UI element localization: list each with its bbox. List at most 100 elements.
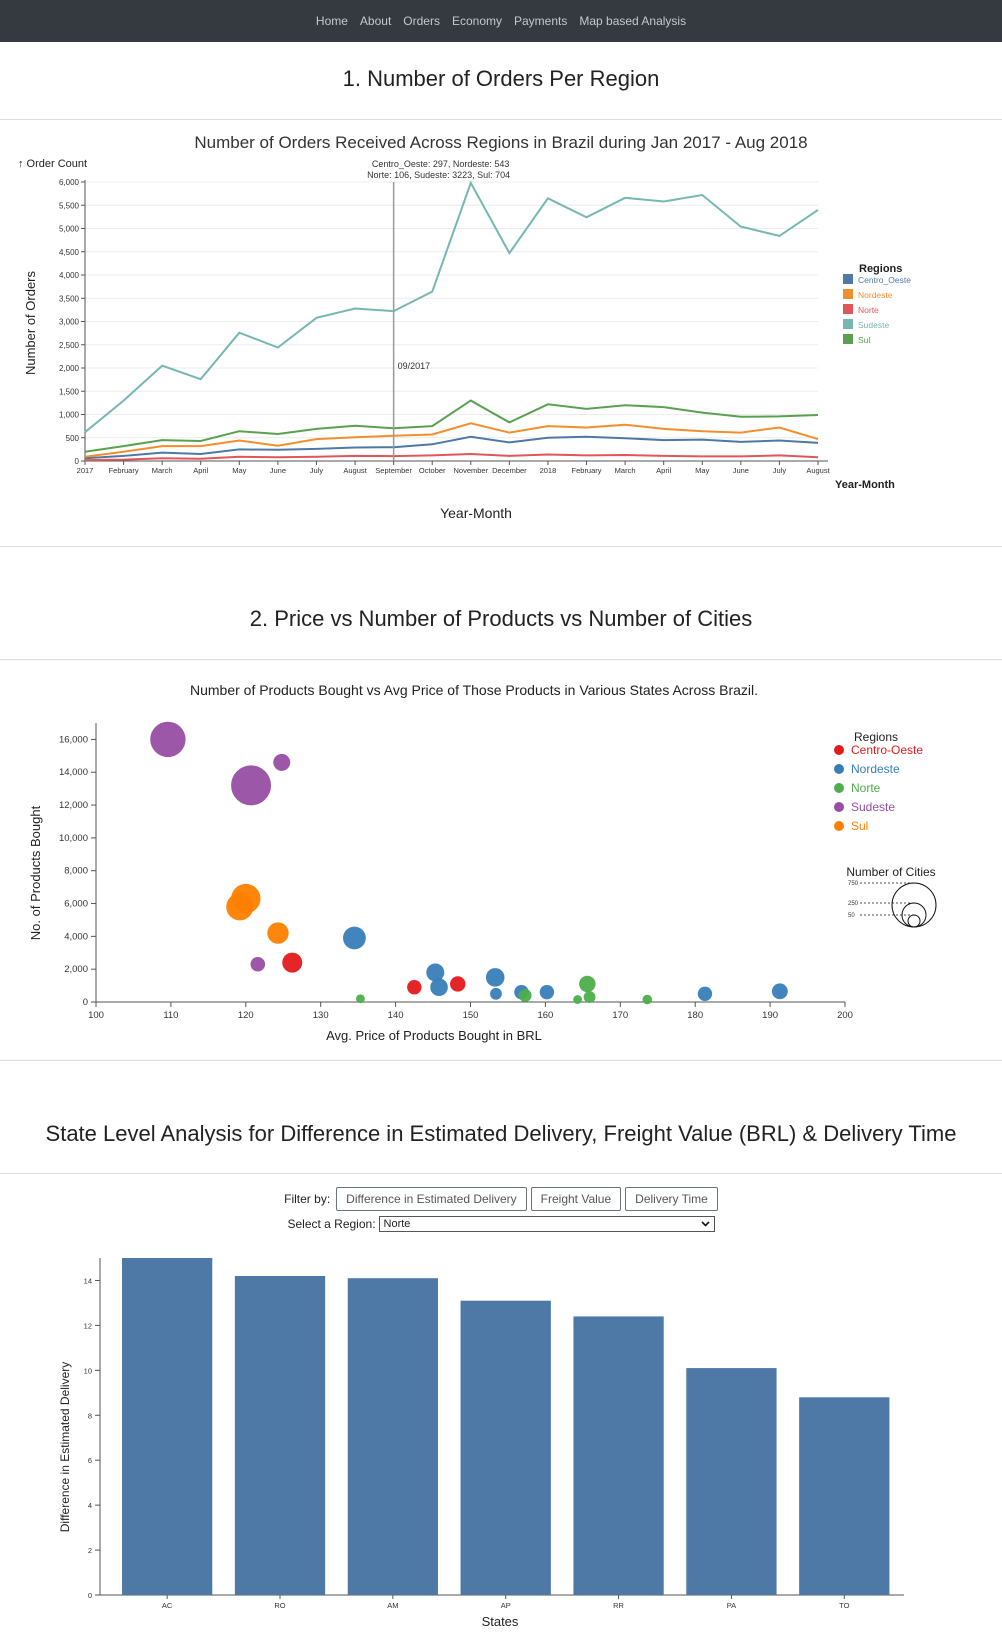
bubble-sudeste	[250, 956, 266, 972]
divider	[0, 119, 1002, 120]
bubble-sudeste	[150, 721, 186, 758]
x-tick-label: July	[773, 466, 787, 475]
filter-estimated-delivery-button[interactable]: Difference in Estimated Delivery	[336, 1187, 527, 1211]
divider	[0, 1060, 1002, 1061]
orders-line-chart: Number of Orders Received Across Regions…	[18, 133, 911, 521]
y-tick-label: 3,500	[59, 294, 80, 303]
series-line-sul	[84, 399, 819, 453]
bar-to	[799, 1397, 890, 1595]
legend-label: Norte	[851, 781, 881, 795]
x-tick-label: April	[656, 466, 671, 475]
bubbles	[150, 721, 788, 1005]
y-tick-label: 6	[88, 1456, 92, 1465]
bubble-centro-oeste	[407, 980, 422, 995]
filter-delivery-time-button[interactable]: Delivery Time	[625, 1187, 718, 1211]
bar-ap	[460, 1300, 551, 1595]
nav-payments-link[interactable]: Payments	[514, 14, 568, 28]
x-tick-label: December	[492, 466, 527, 475]
y-tick-label: 3,000	[59, 318, 80, 327]
legend-label: Sul	[858, 335, 870, 345]
x-tick-label: November	[453, 466, 488, 475]
x-tick-label: April	[193, 466, 208, 475]
price-products-bubble-chart: Number of Products Bought vs Avg Price o…	[28, 682, 937, 1043]
x-tick-label: September	[375, 466, 412, 475]
bar-ac	[122, 1258, 213, 1595]
y-tick-label: 0	[83, 997, 88, 1008]
x-tick-label: February	[572, 466, 602, 475]
bubble-nordeste	[490, 987, 502, 1000]
nav-orders-link[interactable]: Orders	[403, 14, 440, 28]
section3-title: State Level Analysis for Difference in E…	[45, 1121, 957, 1146]
y-tick-label: 8	[88, 1411, 92, 1420]
y-tick-label: 0	[88, 1591, 92, 1600]
chart-title: Number of Products Bought vs Avg Price o…	[190, 682, 758, 698]
x-axis-title: Year-Month	[835, 479, 895, 491]
x-tick-label: June	[270, 466, 286, 475]
y-tick-label: 1,500	[59, 387, 80, 396]
bubble-sudeste	[231, 765, 272, 806]
bubble-centro-oeste	[450, 976, 466, 992]
state-delivery-bar-chart: Difference in Estimated Delivery States …	[58, 1258, 904, 1629]
nav-map-analysis-link[interactable]: Map based Analysis	[579, 14, 687, 28]
hover-rule: Centro_Oeste: 297, Nordeste: 543 Norte: …	[367, 159, 510, 461]
y-tick-label: 10,000	[59, 833, 88, 844]
bubble-norte	[583, 991, 596, 1003]
legend-dot-norte	[834, 783, 844, 793]
y-tick-label: 2,500	[59, 341, 80, 350]
bubble-nordeste	[426, 963, 445, 982]
x-tick-label: 110	[163, 1010, 178, 1021]
bars	[122, 1258, 890, 1595]
bubble-sudeste	[273, 753, 291, 771]
bar-am	[347, 1278, 438, 1595]
x-tick-label: AP	[501, 1601, 511, 1610]
size-legend-label: 250	[848, 901, 859, 907]
size-legend-title: Number of Cities	[846, 865, 935, 879]
y-tick-label: 4,500	[59, 248, 80, 257]
bubble-nordeste	[771, 983, 788, 1000]
size-legend-circle	[891, 882, 937, 928]
x-tick-label: 2018	[540, 466, 557, 475]
nav-economy-link[interactable]: Economy	[451, 14, 502, 28]
region-select-value: Norte	[383, 1218, 411, 1230]
x-axis-label: States	[482, 1614, 519, 1629]
y-axis-label: No. of Products Bought	[28, 805, 43, 940]
nav-about-link[interactable]: About	[359, 14, 392, 28]
x-tick-label: August	[806, 466, 830, 475]
legend-dot-sudeste	[834, 802, 844, 812]
size-legend-circle	[907, 914, 921, 928]
filter-freight-value-button[interactable]: Freight Value	[530, 1187, 622, 1211]
bubble-nordeste	[697, 986, 713, 1001]
legend-label: Sudeste	[858, 320, 889, 330]
bubble-norte	[573, 995, 583, 1004]
region-select-row: Select a Region: Norte	[0, 1216, 1002, 1232]
y-tick-label: 14,000	[59, 767, 88, 778]
x-tick-label: 150	[463, 1010, 479, 1021]
y-tick-label: 2	[88, 1546, 92, 1555]
x-axis-label: Avg. Price of Products Bought in BRL	[326, 1028, 542, 1043]
bubble-norte	[518, 989, 532, 1002]
legend-label: Nordeste	[851, 762, 900, 776]
legend-swatch-nordeste	[843, 289, 853, 299]
legend: Regions Number of Cities Centro-Oeste Nor…	[834, 730, 937, 928]
x-tick-label: 160	[537, 1010, 553, 1021]
y-axis-label: Number of Orders	[23, 270, 38, 375]
filter-bar: Filter by: Difference in Estimated Deliv…	[0, 1187, 1002, 1211]
bubble-nordeste	[343, 926, 366, 950]
gridlines	[85, 181, 818, 462]
legend-dot-nordeste	[834, 764, 844, 774]
bubble-centro-oeste	[282, 952, 303, 973]
y-tick-label: 6,000	[59, 178, 80, 187]
nav-home-link[interactable]: Home	[315, 14, 348, 28]
filter-label: Filter by:	[284, 1192, 331, 1206]
hover-tooltip-line2: Norte: 106, Sudeste: 3223, Sul: 704	[367, 170, 510, 180]
region-select[interactable]: Norte	[378, 1216, 715, 1232]
y-tick-label: 5,500	[59, 201, 80, 210]
hover-tooltip-line1: Centro_Oeste: 297, Nordeste: 543	[372, 159, 510, 169]
x-tick-label: 120	[238, 1010, 254, 1021]
x-tick-label: March	[152, 466, 173, 475]
x-tick-label: AM	[387, 1601, 398, 1610]
x-axis-label: Year-Month	[440, 505, 512, 521]
bubble-sul	[267, 922, 289, 944]
legend-label: Norte	[858, 305, 879, 315]
bar-rr	[573, 1316, 664, 1595]
